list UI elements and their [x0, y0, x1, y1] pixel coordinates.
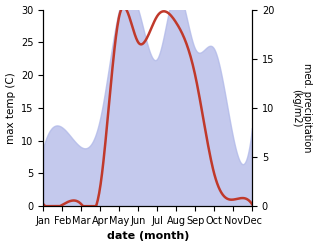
X-axis label: date (month): date (month) — [107, 231, 189, 242]
Y-axis label: max temp (C): max temp (C) — [5, 72, 16, 144]
Y-axis label: med. precipitation
(kg/m2): med. precipitation (kg/m2) — [291, 63, 313, 153]
